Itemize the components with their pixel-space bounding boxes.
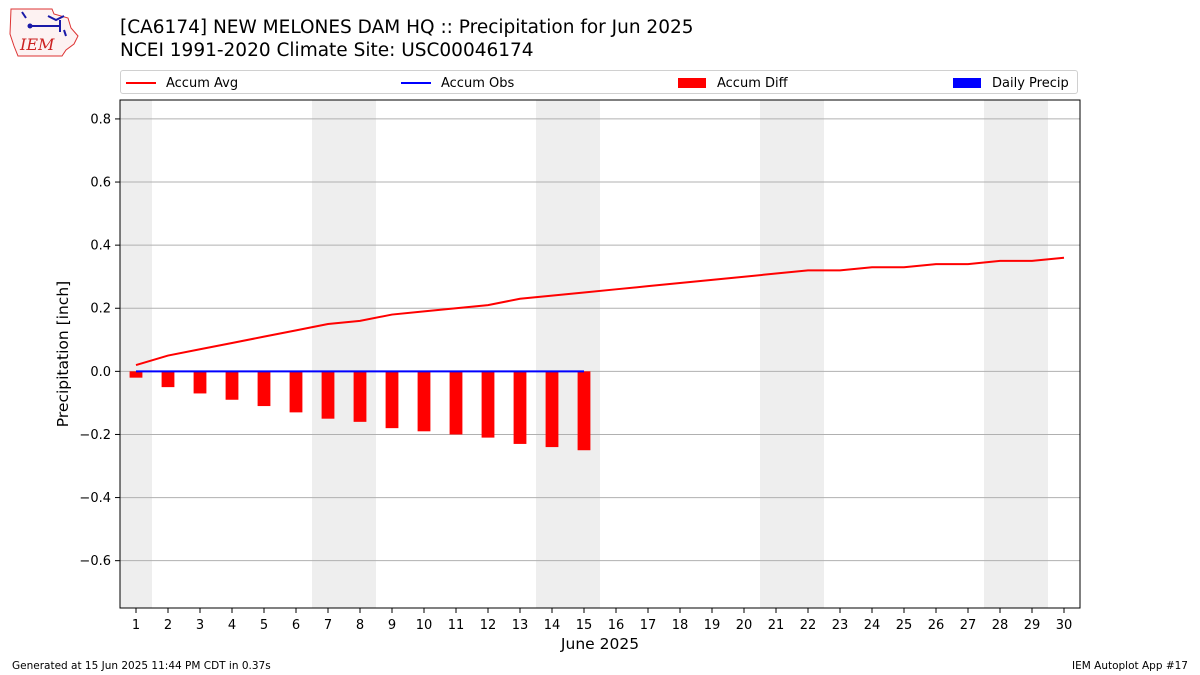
x-tick-label: 24 bbox=[864, 618, 881, 633]
bar-accum-diff-day-10 bbox=[417, 371, 431, 432]
legend-item-daily-precip: Daily Precip bbox=[953, 74, 1069, 92]
bar-accum-diff-day-2 bbox=[161, 371, 175, 388]
weekend-band-day-7 bbox=[312, 100, 344, 608]
chart-subtitle: NCEI 1991-2020 Climate Site: USC00046174 bbox=[120, 40, 534, 61]
y-tick-label: 0.8 bbox=[90, 112, 111, 127]
y-tick-label: −0.2 bbox=[79, 428, 111, 443]
legend-swatch-accum-diff bbox=[678, 78, 706, 88]
x-tick-label: 29 bbox=[1024, 618, 1041, 633]
legend-swatch-accum-avg bbox=[126, 82, 156, 84]
y-axis-label: Precipitation [inch] bbox=[54, 281, 72, 427]
legend: Accum Avg Accum Obs Accum Diff Daily Pre… bbox=[120, 70, 1078, 94]
iem-logo: IEM bbox=[9, 8, 79, 57]
x-tick-label: 12 bbox=[480, 618, 497, 633]
x-tick-label: 8 bbox=[356, 618, 364, 633]
legend-swatch-daily-precip bbox=[953, 78, 981, 88]
footer-app: IEM Autoplot App #17 bbox=[1072, 660, 1188, 672]
bar-accum-diff-day-15 bbox=[577, 371, 591, 451]
x-tick-label: 4 bbox=[228, 618, 236, 633]
weekend-band-day-28 bbox=[984, 100, 1016, 608]
legend-label-accum-diff: Accum Diff bbox=[717, 75, 788, 91]
bar-accum-diff-day-13 bbox=[513, 371, 527, 444]
y-tick-label: −0.4 bbox=[79, 491, 111, 506]
x-tick-label: 20 bbox=[736, 618, 753, 633]
weekend-band-day-8 bbox=[344, 100, 376, 608]
plot-frame bbox=[119, 99, 1081, 609]
x-tick-label: 2 bbox=[164, 618, 172, 633]
weekend-band-day-29 bbox=[1016, 100, 1048, 608]
y-tick-label: 0.0 bbox=[90, 365, 111, 380]
legend-item-accum-obs: Accum Obs bbox=[401, 74, 514, 92]
y-tick-label: 0.2 bbox=[90, 302, 111, 317]
legend-item-accum-avg: Accum Avg bbox=[126, 74, 238, 92]
weekend-band-day-1 bbox=[120, 100, 152, 608]
bar-accum-diff-day-1 bbox=[129, 371, 143, 378]
line-accum-avg bbox=[135, 256, 1065, 367]
x-tick-label: 22 bbox=[800, 618, 817, 633]
x-tick-label: 7 bbox=[324, 618, 332, 633]
x-tick-label: 30 bbox=[1056, 618, 1073, 633]
bar-accum-diff-day-14 bbox=[545, 371, 559, 448]
weekend-band-day-15 bbox=[568, 100, 600, 608]
x-tick-label: 25 bbox=[896, 618, 913, 633]
weekend-band-day-22 bbox=[792, 100, 824, 608]
bar-accum-diff-day-12 bbox=[481, 371, 495, 438]
bar-accum-diff-day-11 bbox=[449, 371, 463, 435]
legend-swatch-accum-obs bbox=[401, 82, 431, 84]
chart-title: [CA6174] NEW MELONES DAM HQ :: Precipita… bbox=[120, 17, 694, 38]
x-axis-label: June 2025 bbox=[560, 635, 639, 653]
bar-accum-diff-day-4 bbox=[225, 371, 239, 400]
bar-accum-diff-day-6 bbox=[289, 371, 303, 413]
weekend-band-day-14 bbox=[536, 100, 568, 608]
x-tick-label: 17 bbox=[640, 618, 657, 633]
x-tick-label: 23 bbox=[832, 618, 849, 633]
legend-item-accum-diff: Accum Diff bbox=[678, 74, 788, 92]
x-tick-label: 9 bbox=[388, 618, 396, 633]
legend-label-accum-obs: Accum Obs bbox=[441, 75, 515, 91]
x-tick-label: 5 bbox=[260, 618, 268, 633]
x-tick-label: 16 bbox=[608, 618, 625, 633]
weekend-band-day-21 bbox=[760, 100, 792, 608]
legend-label-accum-avg: Accum Avg bbox=[166, 75, 239, 91]
x-tick-label: 3 bbox=[196, 618, 204, 633]
x-tick-label: 27 bbox=[960, 618, 977, 633]
footer-generated: Generated at 15 Jun 2025 11:44 PM CDT in… bbox=[12, 660, 271, 672]
bar-accum-diff-day-9 bbox=[385, 371, 399, 429]
x-tick-label: 1 bbox=[132, 618, 140, 633]
legend-label-daily-precip: Daily Precip bbox=[992, 75, 1069, 91]
x-tick-label: 11 bbox=[448, 618, 465, 633]
x-tick-label: 14 bbox=[544, 618, 561, 633]
bar-accum-diff-day-8 bbox=[353, 371, 367, 422]
x-tick-label: 6 bbox=[292, 618, 300, 633]
x-tick-label: 18 bbox=[672, 618, 689, 633]
bar-accum-diff-day-7 bbox=[321, 371, 335, 419]
x-tick-label: 13 bbox=[512, 618, 529, 633]
bar-accum-diff-day-5 bbox=[257, 371, 271, 407]
x-tick-label: 19 bbox=[704, 618, 721, 633]
x-tick-label: 21 bbox=[768, 618, 785, 633]
y-tick-label: 0.4 bbox=[90, 239, 111, 254]
x-tick-label: 10 bbox=[416, 618, 433, 633]
y-tick-label: −0.6 bbox=[79, 554, 111, 569]
logo-text: IEM bbox=[19, 35, 55, 54]
x-tick-label: 26 bbox=[928, 618, 945, 633]
y-tick-label: 0.6 bbox=[90, 176, 111, 191]
x-tick-label: 15 bbox=[576, 618, 593, 633]
x-tick-label: 28 bbox=[992, 618, 1009, 633]
bar-accum-diff-day-3 bbox=[193, 371, 207, 394]
